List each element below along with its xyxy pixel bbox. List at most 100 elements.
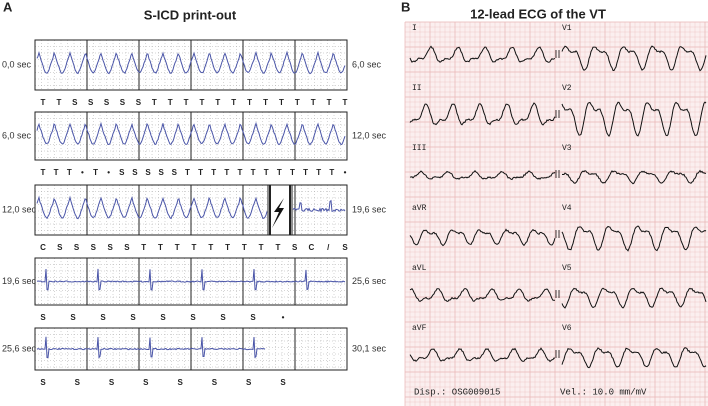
ecg-trace [561, 287, 707, 309]
marker: T [279, 98, 284, 107]
marker: T [263, 98, 268, 107]
marker: T [185, 168, 190, 177]
strip-frame [34, 257, 348, 306]
marker: T [225, 243, 230, 252]
marker: S [70, 313, 76, 322]
marker: T [327, 98, 332, 107]
lead-label: aVR [412, 204, 427, 213]
marker: T [277, 168, 282, 177]
marker: T [215, 98, 220, 107]
marker: C [309, 243, 315, 252]
marker: / [327, 243, 330, 252]
waveform [36, 268, 346, 291]
marker: S [100, 313, 106, 322]
ecg-trace [561, 225, 707, 252]
ecg-trace [409, 102, 556, 126]
strip-frame [34, 184, 348, 236]
marker: S [250, 313, 256, 322]
marker: • [81, 168, 84, 177]
marker: T [208, 243, 213, 252]
marker: T [264, 168, 269, 177]
marker: S [119, 168, 125, 177]
waveform [36, 336, 266, 359]
marker: T [41, 98, 46, 107]
ecg-trace [409, 45, 556, 63]
marker: T [251, 168, 256, 177]
marker: S [74, 243, 80, 252]
marker: • [107, 168, 110, 177]
ecg-trace [409, 170, 556, 181]
lead-label: V2 [562, 84, 572, 93]
marker: S [280, 378, 286, 387]
marker: S [91, 243, 97, 252]
marker: S [143, 378, 149, 387]
marker: • [282, 313, 285, 322]
panel-label: A [3, 0, 13, 14]
marker: T [198, 168, 203, 177]
time-label: 25,6 sec [2, 343, 37, 353]
lead-label: V6 [562, 324, 572, 333]
marker: S [342, 243, 348, 252]
waveform [36, 195, 346, 220]
marker: T [211, 168, 216, 177]
marker: T [141, 243, 146, 252]
waveform [36, 50, 346, 75]
marker: • [344, 168, 347, 177]
panel-title: S-ICD print-out [144, 7, 237, 22]
marker: T [56, 98, 61, 107]
marker: T [247, 98, 252, 107]
marker: T [200, 98, 205, 107]
marker: C [40, 243, 46, 252]
marker: S [72, 98, 78, 107]
lead-label: aVL [412, 264, 427, 273]
marker: T [275, 243, 280, 252]
ecg-grid [404, 21, 708, 406]
marker: S [88, 98, 94, 107]
ecg-trace [561, 347, 707, 369]
marker: T [343, 98, 348, 107]
marker: T [184, 98, 189, 107]
time-label: 6,0 sec [2, 130, 32, 140]
marker: T [295, 98, 300, 107]
marker: T [158, 243, 163, 252]
marker: S [130, 313, 136, 322]
lead-label: aVF [412, 324, 427, 333]
ecg-trace [409, 347, 556, 363]
marker: T [259, 243, 264, 252]
strip-frame [34, 327, 348, 371]
lead-label: V1 [562, 24, 572, 33]
marker: S [107, 243, 113, 252]
marker: S [109, 378, 115, 387]
marker: T [329, 168, 334, 177]
marker: T [175, 243, 180, 252]
marker: T [290, 168, 295, 177]
marker: S [212, 378, 218, 387]
ecg-trace [561, 45, 707, 72]
ecg-footer: Disp.: OSG009015 [414, 387, 500, 397]
time-label: 30,1 sec [352, 343, 387, 353]
marker: T [192, 243, 197, 252]
marker: S [246, 378, 252, 387]
marker: S [132, 168, 138, 177]
marker: T [152, 98, 157, 107]
time-label: 6,0 sec [352, 59, 382, 69]
ecg-trace [409, 228, 556, 247]
marker: S [120, 98, 126, 107]
ecg-trace [409, 287, 556, 303]
marker: S [136, 98, 142, 107]
waveform [36, 121, 346, 146]
time-label: 12,0 sec [2, 204, 37, 214]
lead-label: I [412, 24, 417, 33]
lead-label: V3 [562, 144, 572, 153]
ecg-trace [561, 169, 707, 185]
marker: T [303, 168, 308, 177]
time-label: 12,0 sec [352, 130, 387, 140]
lead-label: V5 [562, 264, 572, 273]
marker: S [220, 313, 226, 322]
marker: T [168, 98, 173, 107]
time-label: 25,6 sec [352, 276, 387, 286]
time-label: 19,6 sec [352, 204, 387, 214]
marker: S [104, 98, 110, 107]
lead-label: V4 [562, 204, 572, 213]
